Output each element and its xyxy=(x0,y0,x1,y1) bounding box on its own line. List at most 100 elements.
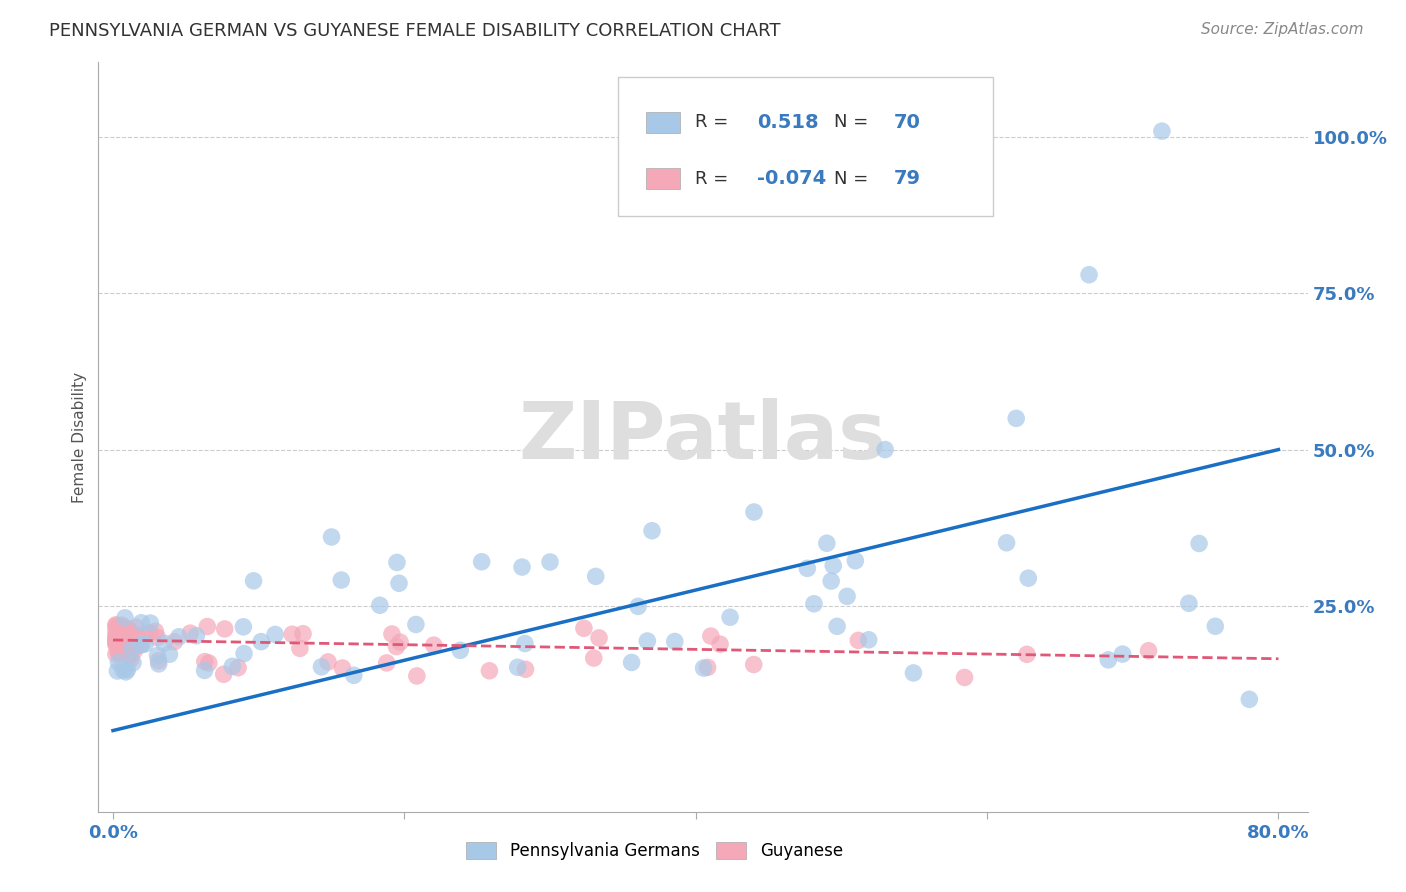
Point xyxy=(368,599,391,613)
Point xyxy=(146,631,169,645)
Point xyxy=(1178,596,1201,610)
Point xyxy=(953,670,976,684)
Point xyxy=(124,640,146,654)
Point xyxy=(423,638,446,652)
Text: 79: 79 xyxy=(894,169,921,188)
Point xyxy=(1078,268,1101,282)
Point xyxy=(281,627,304,641)
Point xyxy=(903,665,925,680)
Point xyxy=(232,620,254,634)
Point xyxy=(186,629,208,643)
Point xyxy=(478,664,501,678)
Point xyxy=(823,558,845,573)
Point xyxy=(111,637,134,651)
Point xyxy=(709,637,731,651)
Point xyxy=(381,627,404,641)
Point xyxy=(250,634,273,648)
Point xyxy=(995,536,1018,550)
Point xyxy=(389,635,412,649)
Point xyxy=(107,655,129,669)
Point xyxy=(117,646,139,660)
Point xyxy=(131,638,153,652)
Point xyxy=(107,633,129,648)
Point xyxy=(641,524,664,538)
Point xyxy=(212,667,235,681)
Point xyxy=(118,649,141,664)
Point xyxy=(104,633,127,648)
Point xyxy=(582,651,605,665)
Point xyxy=(627,599,650,614)
Point xyxy=(108,620,131,634)
Point xyxy=(506,660,529,674)
Point xyxy=(515,662,537,676)
Point xyxy=(139,625,162,640)
Point xyxy=(742,657,765,672)
Point xyxy=(104,619,127,633)
Point xyxy=(1111,647,1133,661)
Point xyxy=(195,619,218,633)
Point xyxy=(105,627,128,641)
Point xyxy=(139,615,162,630)
Point xyxy=(110,634,132,648)
Point xyxy=(107,620,129,634)
Point xyxy=(104,630,127,644)
Point xyxy=(588,631,610,645)
Point xyxy=(311,660,333,674)
Point xyxy=(343,668,366,682)
Point xyxy=(110,642,132,657)
Point xyxy=(1137,644,1160,658)
Point xyxy=(108,646,131,660)
Point xyxy=(104,647,127,661)
Point xyxy=(226,661,249,675)
Point xyxy=(148,657,170,671)
Point xyxy=(134,637,156,651)
Text: 0.518: 0.518 xyxy=(758,113,820,132)
Point xyxy=(214,622,236,636)
Point xyxy=(803,597,825,611)
Legend: Pennsylvania Germans, Guyanese: Pennsylvania Germans, Guyanese xyxy=(460,836,849,867)
Point xyxy=(167,630,190,644)
Point xyxy=(125,620,148,634)
Point xyxy=(194,655,217,669)
Point xyxy=(405,669,427,683)
Point xyxy=(114,665,136,679)
Point xyxy=(127,629,149,643)
Point xyxy=(330,573,353,587)
Point xyxy=(385,556,408,570)
Point xyxy=(198,656,221,670)
Text: R =: R = xyxy=(695,113,728,131)
Point xyxy=(104,617,127,632)
Point xyxy=(108,646,131,660)
Point xyxy=(233,647,256,661)
Point xyxy=(105,633,128,648)
Point xyxy=(700,629,723,643)
Point xyxy=(288,641,311,656)
Point xyxy=(846,633,869,648)
Point xyxy=(825,619,848,633)
Point xyxy=(124,638,146,652)
Point xyxy=(1150,124,1173,138)
Point xyxy=(242,574,264,588)
Point xyxy=(1188,536,1211,550)
Point xyxy=(179,626,201,640)
Point xyxy=(122,656,145,670)
Point xyxy=(159,647,181,661)
Point xyxy=(145,624,167,639)
Point xyxy=(104,628,127,642)
Point xyxy=(110,637,132,651)
Point xyxy=(815,536,838,550)
Point xyxy=(114,611,136,625)
Text: Source: ZipAtlas.com: Source: ZipAtlas.com xyxy=(1201,22,1364,37)
Point xyxy=(134,628,156,642)
Point xyxy=(385,640,408,654)
Point xyxy=(820,574,842,588)
Point xyxy=(1204,619,1226,633)
FancyBboxPatch shape xyxy=(647,112,681,133)
Point xyxy=(104,633,127,648)
Point xyxy=(111,618,134,632)
Point xyxy=(620,656,643,670)
Point xyxy=(471,555,494,569)
Point xyxy=(510,560,533,574)
Point xyxy=(107,646,129,660)
Point xyxy=(153,636,176,650)
